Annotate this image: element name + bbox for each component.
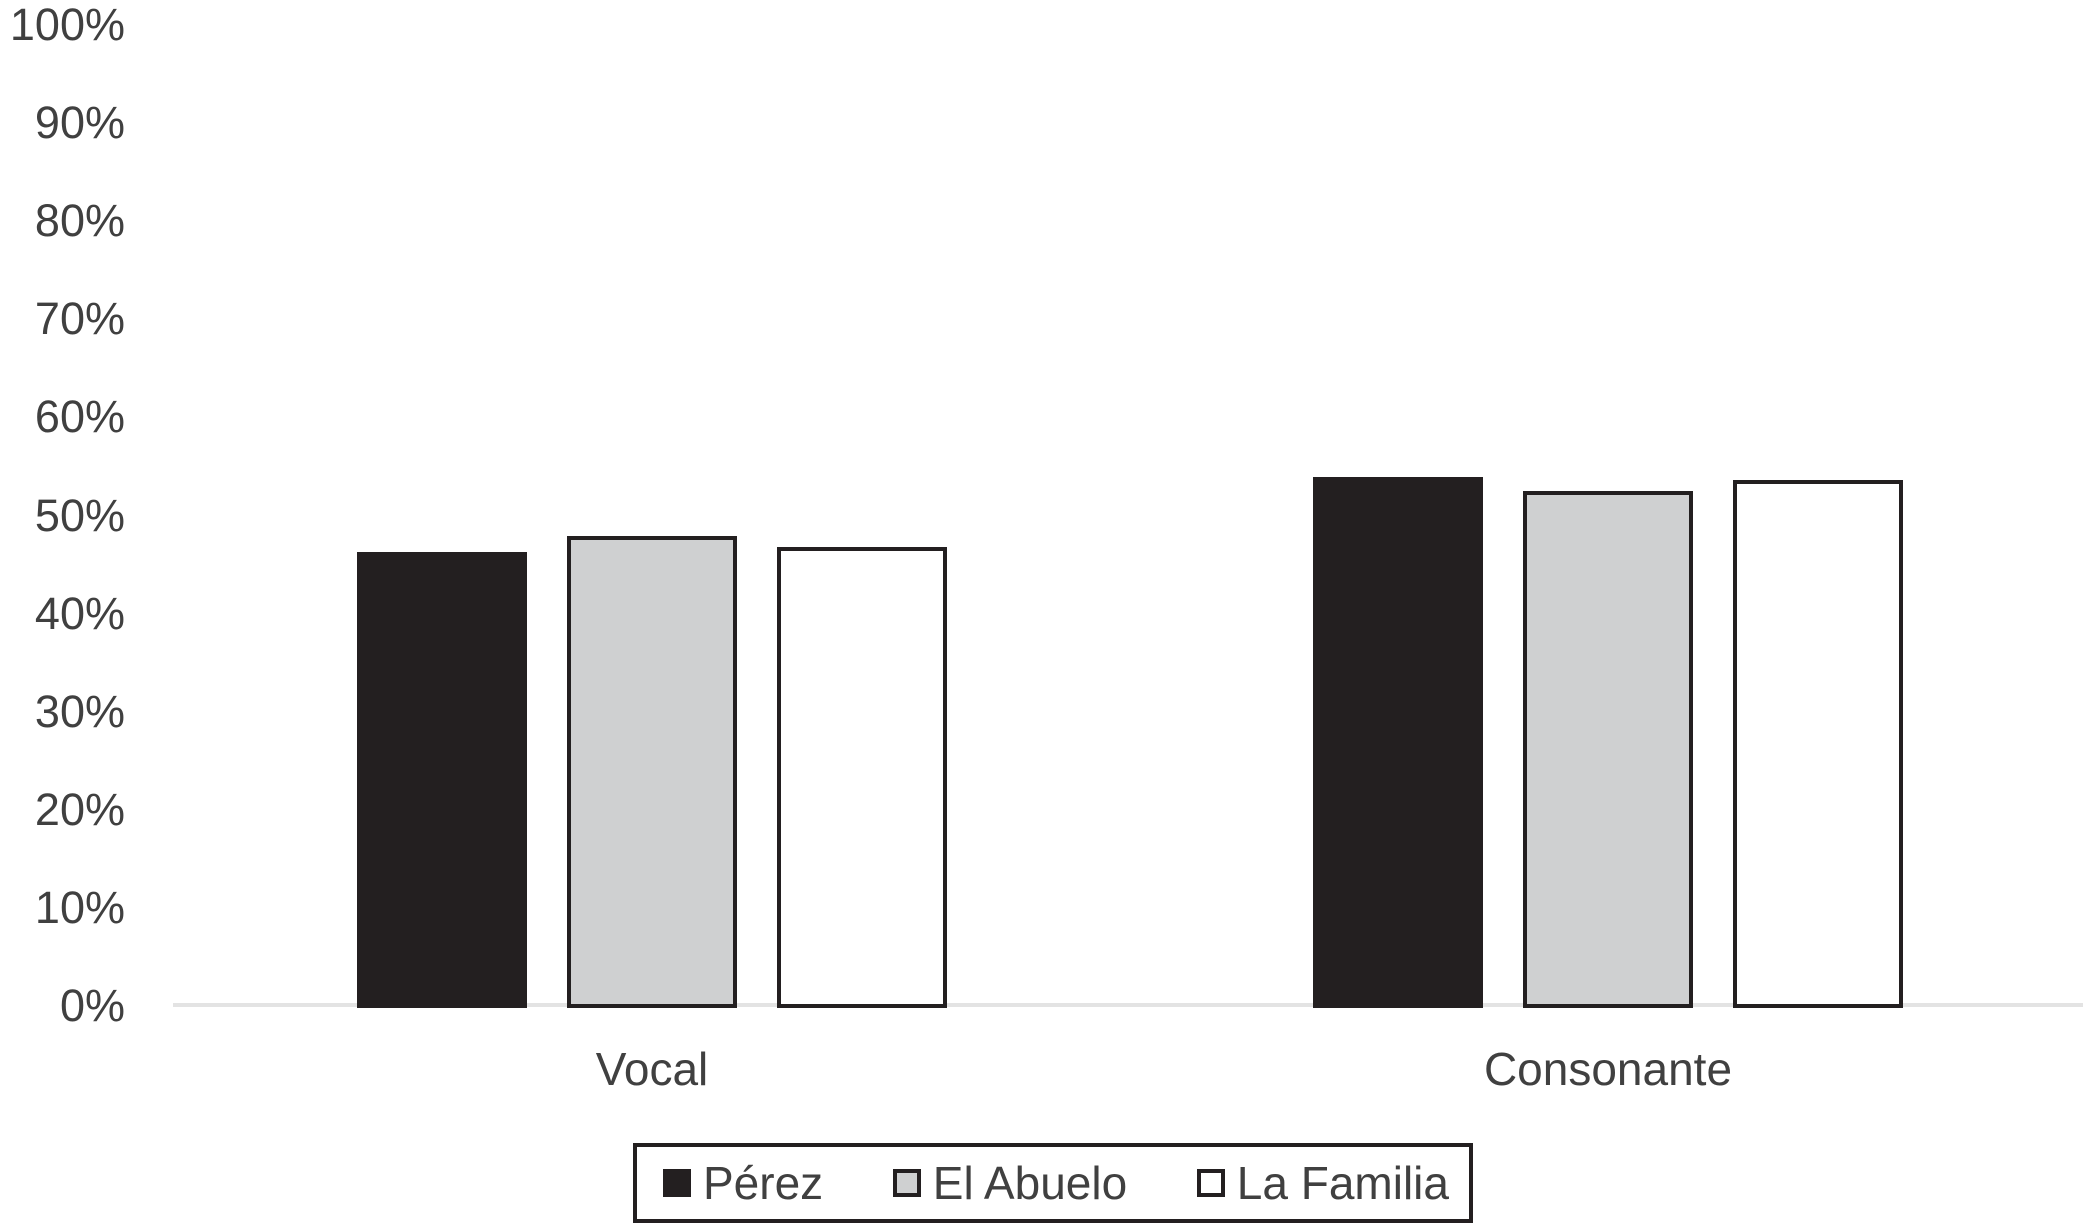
category-label-consonante: Consonante — [1483, 1043, 1733, 1095]
bar-consonante-el-abuelo — [1523, 491, 1693, 1008]
bar-consonante-perez — [1313, 477, 1483, 1008]
y-axis-tick-label: 60% — [34, 391, 125, 443]
legend-item-el-abuelo: El Abuelo — [892, 1157, 1128, 1209]
y-axis-tick-label: 90% — [34, 97, 125, 149]
legend-label: El Abuelo — [932, 1157, 1128, 1209]
legend-label: Pérez — [703, 1157, 824, 1209]
x-axis-line — [173, 1003, 2083, 1007]
bar-vocal-la-familia — [777, 547, 947, 1008]
legend-swatch-el-abuelo-icon — [892, 1169, 921, 1197]
y-axis-tick-label: 40% — [34, 587, 125, 639]
bar-vocal-perez — [357, 552, 527, 1008]
y-axis-tick-label: 70% — [34, 293, 125, 345]
y-axis-tick-label: 0% — [59, 980, 125, 1031]
legend: Pérez El Abuelo La Familia — [633, 1143, 1473, 1223]
legend-swatch-perez-icon — [663, 1169, 691, 1197]
legend-swatch-la-familia-icon — [1196, 1169, 1225, 1197]
y-axis-tick-label: 10% — [34, 881, 125, 933]
legend-label: La Familia — [1236, 1157, 1449, 1209]
legend-item-la-familia: La Familia — [1196, 1157, 1449, 1209]
y-axis-tick-label: 20% — [34, 783, 125, 835]
y-axis-tick-label: 30% — [34, 685, 125, 737]
bar-consonante-la-familia — [1733, 480, 1903, 1008]
legend-item-perez: Pérez — [663, 1157, 823, 1209]
bar-vocal-el-abuelo — [567, 536, 737, 1008]
y-axis-tick-label: 100% — [9, 0, 125, 50]
y-axis-tick-label: 80% — [34, 195, 125, 247]
category-label-vocal: Vocal — [595, 1043, 709, 1095]
y-axis-tick-label: 50% — [34, 489, 125, 541]
